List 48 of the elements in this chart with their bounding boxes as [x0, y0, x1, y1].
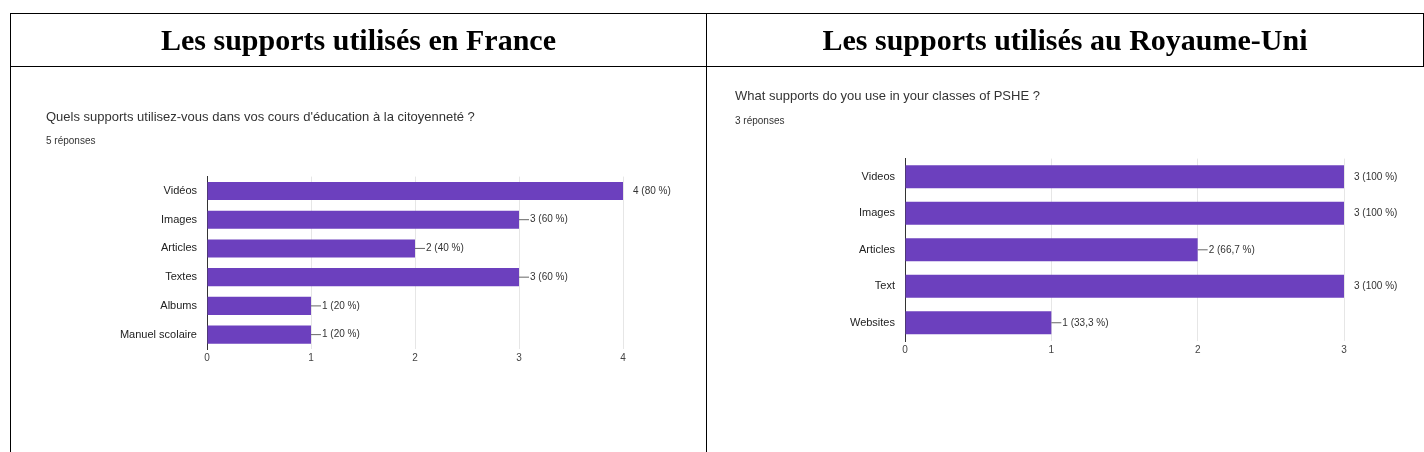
data-label: 3 (100 %): [1354, 280, 1398, 292]
x-tick-label: 4: [620, 351, 627, 363]
data-label: 2 (40 %): [426, 242, 464, 254]
x-tick-label: 0: [204, 351, 211, 363]
bar: [207, 296, 311, 315]
bar: [207, 239, 415, 258]
x-tick-label: 2: [1194, 343, 1201, 355]
data-label: 1 (33,3 %): [1062, 316, 1109, 328]
x-tick-label: 1: [1048, 343, 1055, 355]
x-tick-label: 1: [308, 351, 315, 363]
data-label: 3 (60 %): [530, 270, 568, 282]
data-label: 3 (60 %): [530, 213, 568, 225]
bar: [207, 181, 623, 201]
bar: [905, 238, 1198, 262]
y-tick-label: Vidéos: [163, 184, 198, 196]
text: 5 réponses: [46, 135, 96, 146]
data-label: 2 (66,7 %): [1208, 243, 1255, 255]
y-tick-label: Textes: [165, 270, 198, 283]
y-tick-label: Albums: [160, 298, 198, 311]
y-tick-label: Manuel scolaire: [119, 327, 197, 340]
y-tick-label: Videos: [861, 169, 896, 182]
bar: [905, 201, 1344, 225]
bar: [905, 274, 1344, 298]
y-tick-label: Articles: [858, 242, 896, 255]
bar: [207, 210, 519, 229]
data-label: 3 (100 %): [1354, 207, 1398, 219]
y-tick-label: Images: [160, 212, 198, 225]
x-tick-label: 3: [1341, 343, 1348, 355]
x-tick-label: 3: [516, 351, 523, 363]
y-tick-label: Images: [858, 206, 896, 219]
y-tick-label: Websites: [849, 315, 896, 328]
bar: [207, 268, 519, 287]
text: 3 réponses: [735, 115, 785, 126]
chart-title: Les supports utilisés au Royaume-Uni: [706, 13, 1424, 67]
bar: [207, 325, 311, 344]
chart-title: Les supports utilisés en France: [10, 13, 707, 67]
data-label: 4 (80 %): [633, 184, 671, 196]
x-tick-label: 2: [412, 351, 419, 363]
data-label: 3 (100 %): [1354, 170, 1398, 182]
bar: [905, 165, 1344, 189]
x-tick-label: 0: [902, 343, 909, 355]
data-label: 1 (20 %): [322, 299, 360, 311]
y-tick-label: Text: [874, 279, 895, 292]
chart-subtitle: Quels supports utilisez-vous dans vos cours d'éducation à la citoyenneté ?: [46, 109, 475, 124]
y-tick-label: Articles: [160, 241, 198, 254]
data-label: 1 (20 %): [322, 328, 360, 340]
bar: [905, 311, 1052, 335]
chart-subtitle: What supports do you use in your classes of PSHE ?: [735, 88, 1040, 103]
